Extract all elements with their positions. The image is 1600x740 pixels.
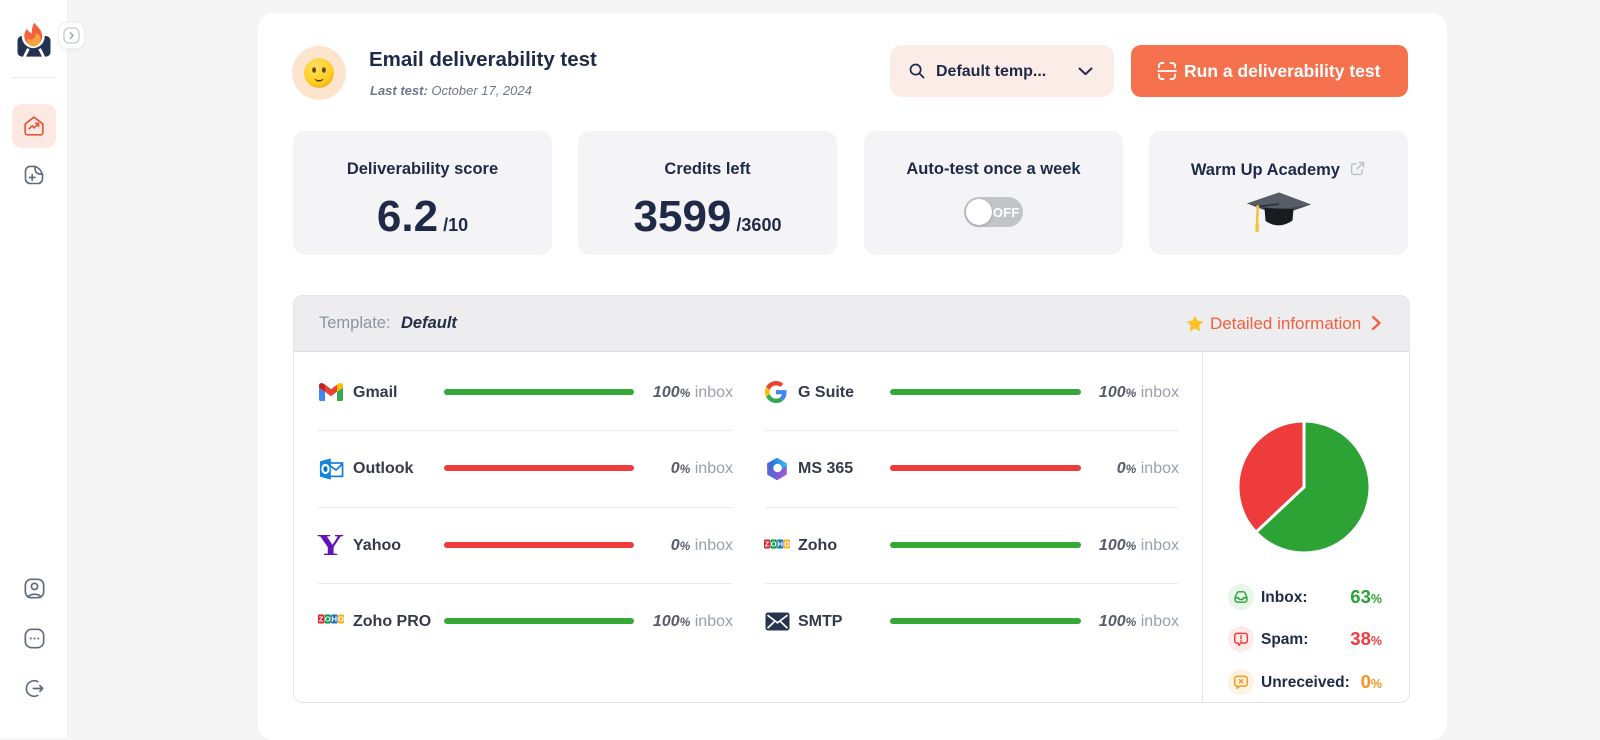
svg-text:H: H [778, 540, 783, 549]
svg-text:O: O [771, 540, 777, 549]
svg-text:H: H [332, 615, 337, 624]
svg-text:O: O [784, 540, 790, 549]
svg-text:Z: Z [319, 615, 324, 624]
svg-text:O: O [338, 615, 344, 624]
svg-text:Z: Z [765, 540, 770, 549]
svg-text:O: O [325, 615, 331, 624]
